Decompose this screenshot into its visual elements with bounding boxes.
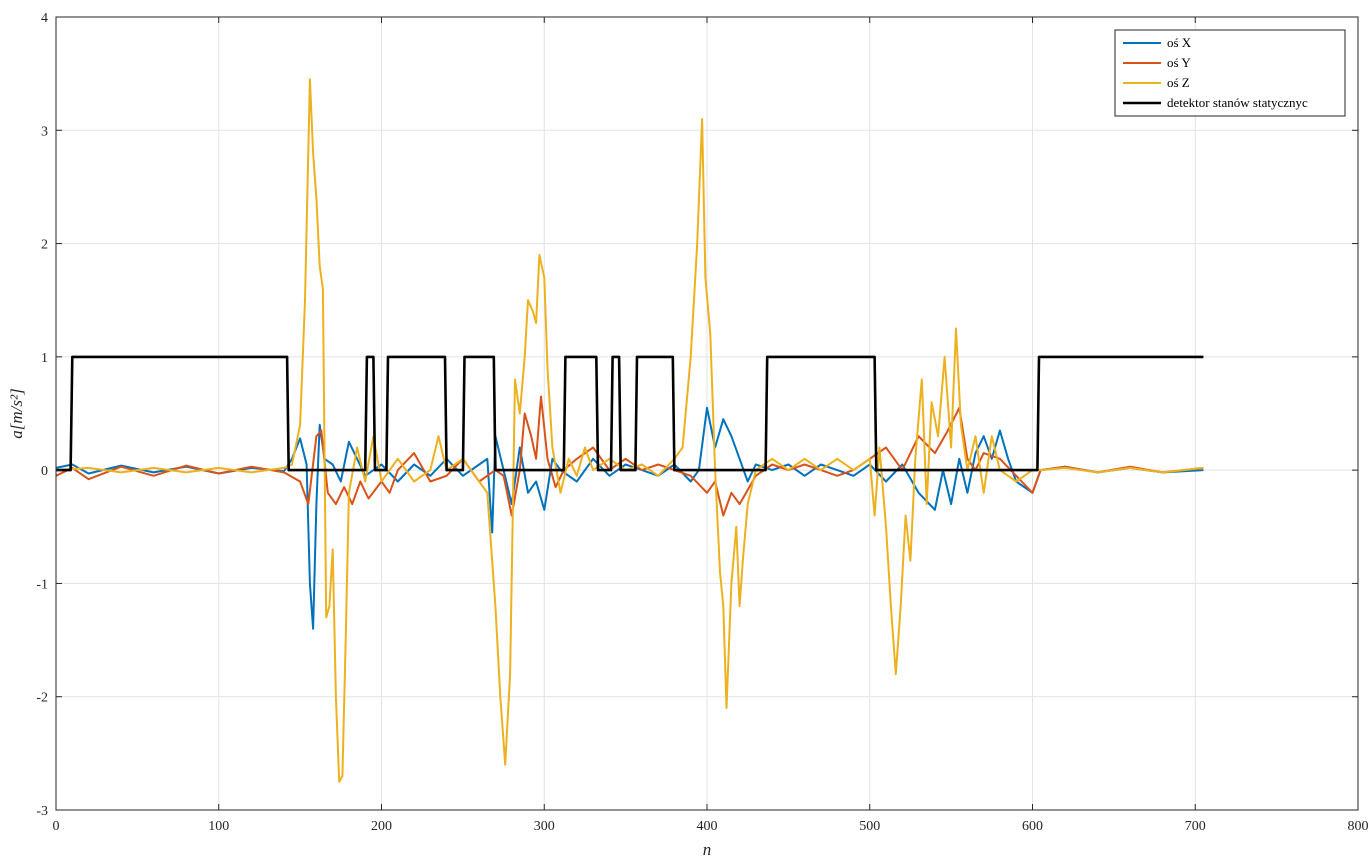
legend-label: oś Y <box>1167 55 1191 70</box>
y-tick-label: 3 <box>41 124 48 139</box>
legend-box <box>1114 29 1346 117</box>
legend: oś X oś Y oś Z detektor stanów statycznyc <box>1114 29 1346 117</box>
x-tick-label: 800 <box>1348 819 1369 834</box>
x-tick-label: 200 <box>371 819 392 834</box>
series-line-4 <box>56 355 1204 472</box>
x-tick-label: 100 <box>208 819 229 834</box>
legend-label: oś X <box>1167 35 1192 50</box>
tick-layer: 0 100 200 300 400 500 600 700 800 -3 -2 -1 0 1 2 3 4 <box>36 11 1368 834</box>
x-tick-label: 500 <box>859 819 880 834</box>
y-tick-label: -1 <box>36 577 48 592</box>
x-tick-label: 300 <box>534 819 555 834</box>
y-tick-label: 1 <box>41 351 48 366</box>
x-tick-label: 700 <box>1185 819 1206 834</box>
y-tick-label: -2 <box>36 691 48 706</box>
y-tick-label: 0 <box>41 464 48 479</box>
y-axis-label: a[m/s²] <box>7 388 26 438</box>
x-tick-label: 400 <box>697 819 718 834</box>
y-tick-label: 2 <box>41 238 48 253</box>
x-axis-label: n <box>703 840 712 859</box>
series-layer <box>55 78 1204 783</box>
x-tick-label: 0 <box>53 819 60 834</box>
y-tick-label: 4 <box>41 11 48 26</box>
legend-label: detektor stanów statycznyc <box>1167 95 1308 110</box>
y-tick-label: -3 <box>36 804 48 819</box>
legend-label: oś Z <box>1167 75 1190 90</box>
x-tick-label: 600 <box>1022 819 1043 834</box>
series-line-1 <box>55 406 1204 630</box>
